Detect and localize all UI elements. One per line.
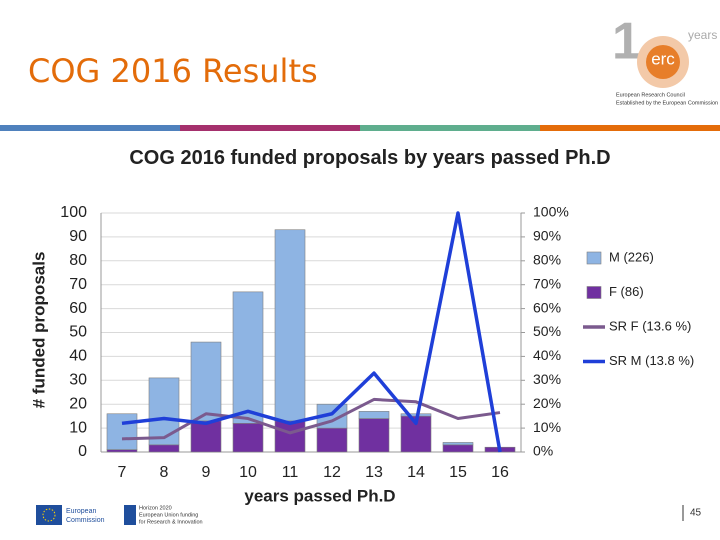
bar [358, 411, 390, 419]
band-orange [540, 125, 720, 131]
horizon-2: European Union funding [139, 512, 198, 518]
y-tick-label: 100 [60, 204, 87, 221]
x-tick-label: 12 [323, 464, 341, 481]
x-tick-label: 9 [202, 464, 211, 481]
legend-label: SR F (13.6 %) [609, 318, 691, 333]
horizon-1: Horizon 2020 [139, 505, 172, 511]
legend-label: F (86) [609, 284, 644, 299]
y-tick-label: 0 [78, 443, 87, 460]
y2-tick-label: 40% [533, 347, 561, 363]
slide-title: COG 2016 Results [28, 52, 318, 90]
page-number: 45 [690, 508, 702, 519]
y-tick-label: 60 [69, 300, 87, 317]
eu-flag [36, 505, 62, 525]
bar [358, 418, 390, 453]
bar [232, 291, 264, 424]
bar [274, 229, 306, 422]
x-tick-label: 7 [118, 464, 127, 481]
bar [106, 413, 138, 450]
legend-swatch [586, 286, 602, 299]
logo-line2: Established by the European Commission [616, 100, 718, 106]
bar [190, 341, 222, 422]
y2-tick-label: 100% [533, 204, 569, 220]
legend-label: M (226) [609, 249, 654, 264]
bar [442, 444, 474, 453]
bar [190, 420, 222, 453]
x-tick-label: 10 [239, 464, 257, 481]
y2-tick-label: 0% [533, 443, 553, 459]
x-tick-label: 8 [160, 464, 169, 481]
bar [106, 449, 138, 453]
y2-tick-label: 20% [533, 395, 561, 411]
bar [442, 442, 474, 446]
h2020-flag [124, 505, 136, 525]
horizon-3: for Research & Innovation [139, 519, 203, 525]
logo-years: years [688, 28, 717, 42]
y-tick-label: 30 [69, 372, 87, 389]
band-blue [0, 125, 180, 131]
bar [316, 427, 348, 453]
y2-tick-label: 90% [533, 228, 561, 244]
y-tick-label: 20 [69, 395, 87, 412]
footer: European Commission Horizon 2020 Europea… [36, 505, 702, 525]
logo-ten: 1 [612, 13, 641, 71]
legend-label: SR M (13.8 %) [609, 353, 694, 368]
y-tick-label: 10 [69, 419, 87, 436]
legend-swatch [586, 251, 602, 265]
commission-1: European [66, 508, 96, 515]
y-tick-label: 80 [69, 252, 87, 269]
bar [148, 377, 180, 446]
x-tick-label: 15 [449, 464, 467, 481]
commission-2: Commission [66, 517, 105, 524]
line-series [121, 397, 501, 441]
y2-tick-label: 50% [533, 323, 561, 339]
y2-tick-label: 70% [533, 275, 561, 291]
y2-tick-label: 10% [533, 419, 561, 435]
x-tick-label: 11 [282, 464, 299, 481]
logo-mark: erc [651, 49, 675, 68]
band-green [360, 125, 540, 131]
bar [274, 420, 306, 453]
y2-tick-label: 60% [533, 299, 561, 315]
bar [148, 444, 180, 453]
y-axis-label: # funded proposals [29, 252, 48, 409]
y-tick-label: 40 [69, 348, 87, 365]
y-tick-label: 70 [69, 276, 87, 293]
erc-logo: 1 erc years European Research Council Es… [612, 13, 718, 107]
x-axis-label: years passed Ph.D [244, 486, 395, 505]
y2-tick-label: 30% [533, 371, 561, 387]
bar [232, 423, 264, 453]
y-tick-label: 50 [69, 324, 87, 341]
eu-stars [42, 508, 56, 522]
x-tick-label: 14 [407, 464, 425, 481]
logo-core [646, 45, 680, 79]
x-tick-label: 16 [491, 464, 509, 481]
y-tick-label: 90 [69, 228, 87, 245]
chart-title: COG 2016 funded proposals by years passe… [129, 147, 611, 169]
logo-line1: European Research Council [616, 92, 685, 98]
x-tick-label: 13 [365, 464, 383, 481]
band-magenta [180, 125, 360, 131]
y2-tick-label: 80% [533, 252, 561, 268]
line-series [121, 211, 502, 453]
